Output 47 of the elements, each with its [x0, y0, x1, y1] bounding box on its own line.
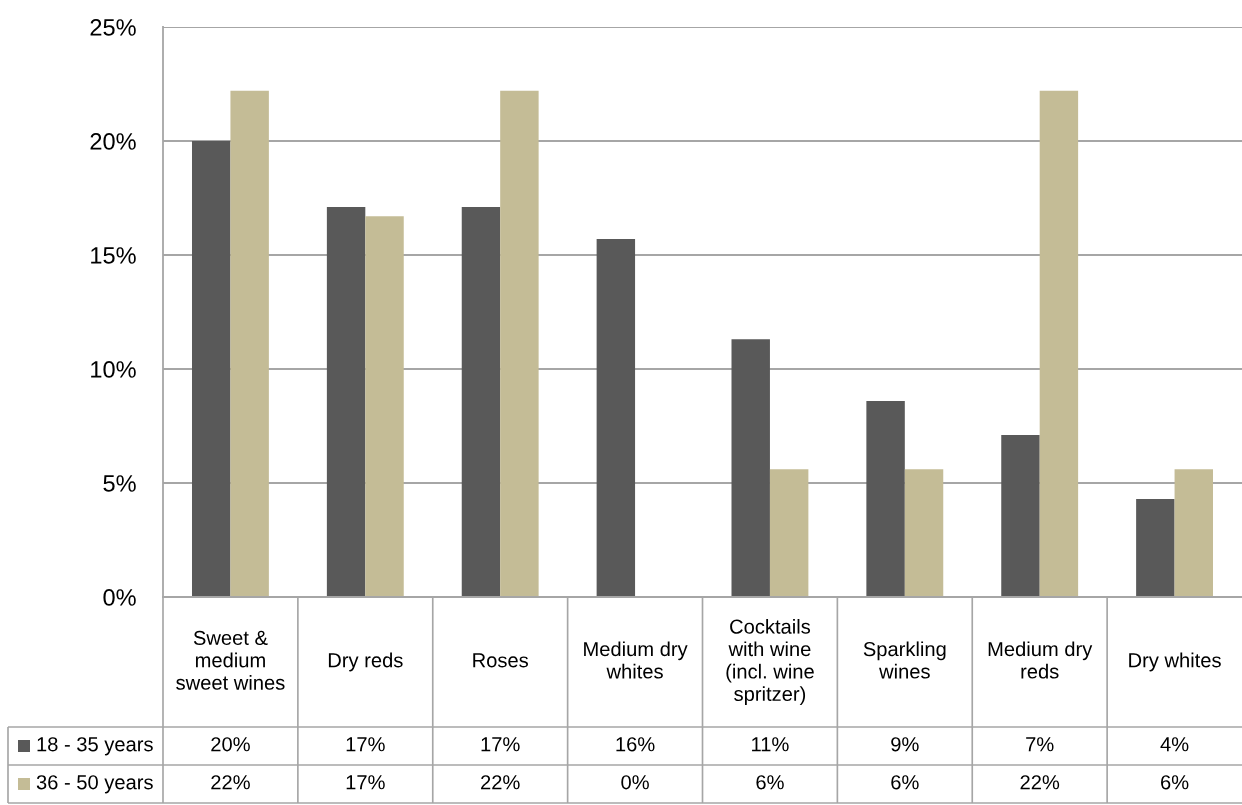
x-tick-label: Sweet & medium sweet wines: [176, 630, 285, 690]
bar: [731, 339, 770, 597]
data-label: 0%: [621, 775, 649, 790]
y-tick-label: 5%: [103, 475, 136, 492]
x-tick-label: Sparkling wines: [863, 641, 946, 679]
data-label: 6%: [756, 775, 784, 790]
bar: [500, 90, 539, 597]
data-label: 22%: [1020, 775, 1060, 790]
data-label: 22%: [211, 775, 250, 790]
bar: [1174, 469, 1213, 597]
y-tick-label: 0%: [103, 589, 136, 606]
data-label: 9%: [891, 737, 919, 752]
bar: [192, 141, 231, 597]
bar: [769, 469, 809, 597]
data-label: 20%: [211, 737, 250, 752]
data-label: 22%: [481, 775, 520, 790]
bar: [461, 207, 501, 597]
y-tick-label: 20%: [90, 133, 136, 150]
data-label: 7%: [1026, 737, 1054, 752]
bar: [1001, 435, 1040, 597]
bar: [1136, 498, 1175, 597]
bar: [596, 239, 636, 597]
data-label: 11%: [752, 737, 789, 752]
y-tick-label: 25%: [90, 19, 136, 36]
x-tick-label: Dry whites: [1129, 652, 1221, 672]
x-tick-label: Medium dry whites: [584, 641, 688, 679]
data-label: 17%: [346, 737, 385, 752]
x-tick-label: Cocktails with wine (incl. wine spritzer): [726, 618, 814, 706]
y-tick-label: 15%: [91, 247, 136, 264]
x-tick-label: Roses: [473, 653, 528, 668]
data-label: 6%: [891, 775, 919, 790]
data-label: 6%: [1161, 775, 1189, 790]
x-tick-label: Dry reds: [328, 652, 403, 672]
data-label: 4%: [1160, 737, 1189, 752]
bar: [866, 400, 905, 597]
data-label: 17%: [346, 775, 385, 790]
bar: [230, 90, 269, 597]
y-tick-label: 10%: [91, 361, 136, 378]
data-label: 17%: [481, 737, 520, 752]
bar: [904, 469, 944, 597]
x-tick-label: Medium dry reds: [988, 641, 1093, 679]
bar: [326, 207, 366, 597]
legend-label: 36 - 50 years: [36, 775, 153, 794]
data-label: 16%: [616, 737, 655, 752]
legend-label: 18 - 35 years: [37, 737, 153, 756]
bar: [1039, 90, 1079, 597]
bar: [365, 216, 404, 597]
